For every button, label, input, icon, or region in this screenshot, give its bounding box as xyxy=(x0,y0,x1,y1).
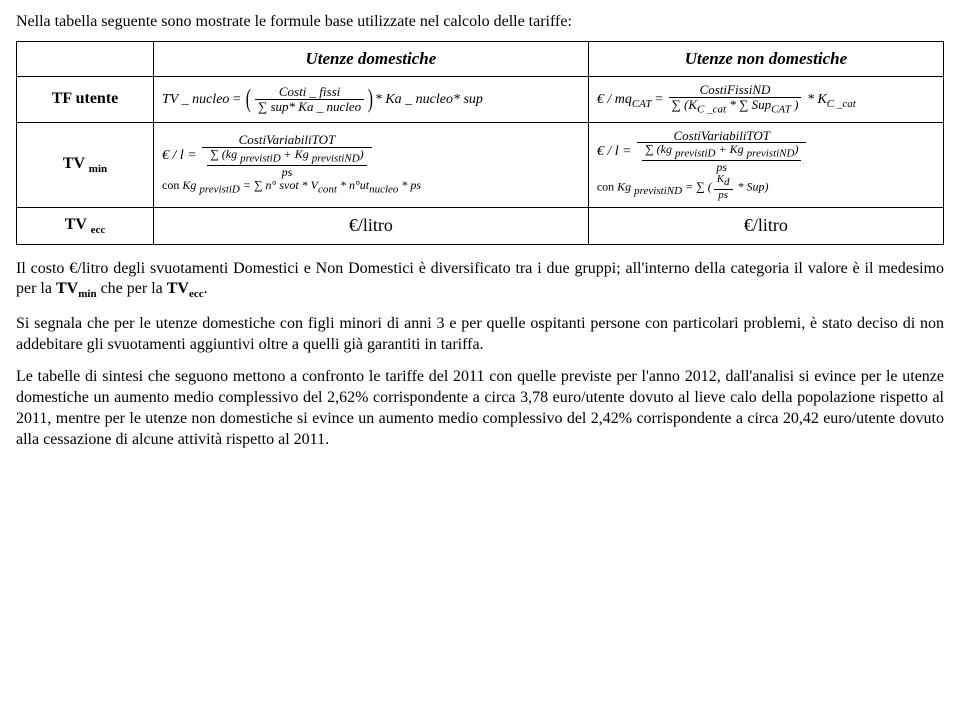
tvmin-domestic-formula: € / l = CostiVariabiliTOT ∑ (kg previsti… xyxy=(154,122,589,207)
row-label-tvmin: TV min xyxy=(17,122,154,207)
intro-text: Nella tabella seguente sono mostrate le … xyxy=(16,12,944,33)
tvecc-nondomestic: €/litro xyxy=(588,208,943,244)
row-label-tvecc: TV ecc xyxy=(17,208,154,244)
paragraph-3: Le tabelle di sintesi che seguono metton… xyxy=(16,367,944,450)
tvmin-nondomestic-formula: € / l = CostiVariabiliTOT ∑ (kg previsti… xyxy=(588,122,943,207)
paragraph-1: Il costo €/litro degli svuotamenti Domes… xyxy=(16,259,944,302)
col-header-nondomestic: Utenze non domestiche xyxy=(588,41,943,76)
tf-domestic-formula: TV _ nucleo = ( Costi _ fissi ∑ sup* Ka … xyxy=(154,76,589,122)
paragraph-2: Si segnala che per le utenze domestiche … xyxy=(16,314,944,356)
formula-table: Utenze domestiche Utenze non domestiche … xyxy=(16,41,944,245)
tvecc-domestic: €/litro xyxy=(154,208,589,244)
corner-cell xyxy=(17,41,154,76)
tf-nondomestic-formula: € / mqCAT = CostiFissiND ∑ (KC _cat * ∑ … xyxy=(588,76,943,122)
row-label-tf: TF utente xyxy=(17,76,154,122)
col-header-domestic: Utenze domestiche xyxy=(154,41,589,76)
